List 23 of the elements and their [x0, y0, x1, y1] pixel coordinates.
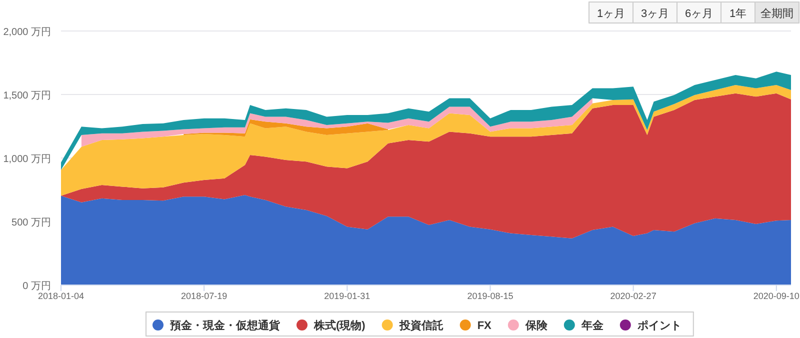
x-tick-label: 2018-07-19: [181, 291, 228, 301]
legend-label: 保険: [524, 320, 548, 332]
legend-label: FX: [477, 320, 492, 332]
button: 1ヶ月: [588, 2, 634, 24]
button: 3ヶ月: [632, 2, 678, 24]
legend-label: 株式(現物): [313, 319, 366, 332]
y-tick-label: 1,000 万円: [3, 154, 51, 165]
y-tick-label: 0 万円: [22, 281, 51, 292]
button: 6ヶ月: [676, 2, 722, 24]
button: 全期間: [754, 2, 800, 24]
y-tick-label: 2,000 万円: [3, 27, 51, 38]
x-tick-label: 2020-09-10: [753, 291, 800, 301]
button: 1年: [720, 2, 756, 24]
y-tick-label: 1,500 万円: [3, 90, 51, 102]
x-tick-label: 2019-01-31: [324, 291, 370, 301]
legend-label: 投資信託: [398, 319, 444, 332]
x-tick-label: 2018-01-04: [38, 291, 84, 301]
x-tick-label: 2019-08-15: [467, 291, 514, 301]
legend-label: ポイント: [636, 320, 682, 332]
legend-label: 年金: [580, 319, 604, 332]
legend-label: 預金・現金・仮想通貨: [169, 319, 281, 332]
y-tick-label: 500 万円: [12, 218, 51, 228]
x-tick-label: 2020-02-27: [610, 291, 656, 301]
